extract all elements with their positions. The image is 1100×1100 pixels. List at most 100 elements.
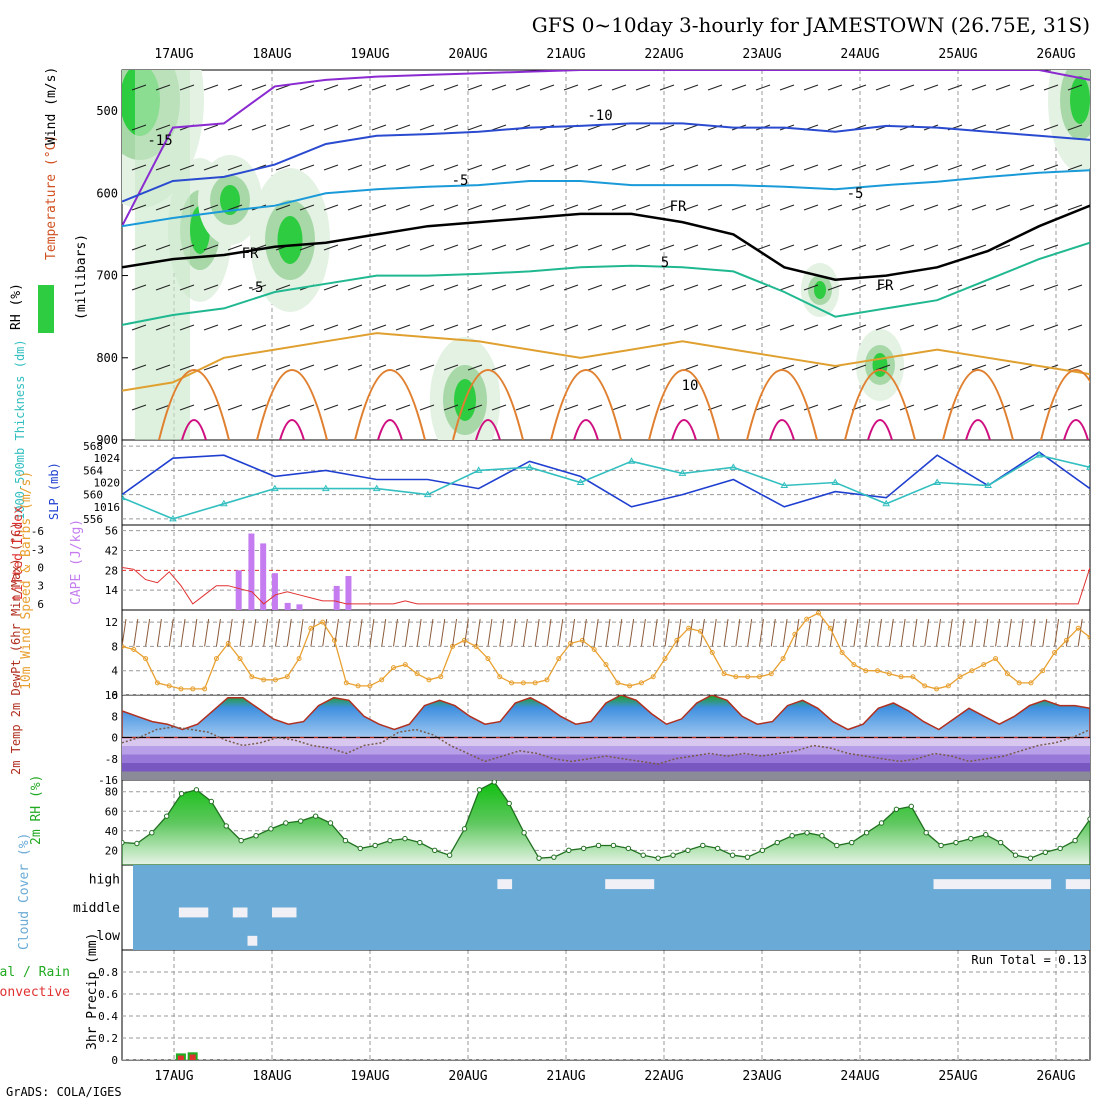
wind-barb <box>731 164 747 171</box>
wind-barb <box>851 204 867 211</box>
wind-barb <box>803 404 819 411</box>
rh2m-point <box>461 826 468 832</box>
wind-barb <box>1030 619 1036 647</box>
wind-barb <box>947 164 963 171</box>
wind-barb <box>215 619 221 647</box>
wind-barb <box>995 324 1011 331</box>
rh2m-point <box>997 839 1004 846</box>
wind-barb <box>1067 324 1083 331</box>
hot-contour <box>475 419 501 440</box>
wind-point <box>993 656 999 662</box>
wind-barb <box>563 364 579 371</box>
wind-barb <box>371 164 387 171</box>
wind-point <box>1087 634 1090 640</box>
wind-barb <box>803 324 819 331</box>
wind-barb <box>179 404 195 411</box>
dewpt-line <box>122 726 1090 765</box>
wind-barb <box>659 404 675 411</box>
wind-barb <box>491 124 507 131</box>
wind-barb <box>611 284 627 291</box>
wind-barb <box>635 284 651 291</box>
wind-barb <box>899 324 915 331</box>
wind-barb <box>947 619 953 647</box>
wind-barb <box>731 244 747 251</box>
wind-barb <box>203 244 219 251</box>
wind-barb <box>731 364 747 371</box>
rh2m-point <box>625 845 632 852</box>
wind-barb <box>155 324 171 331</box>
wind-barb <box>707 84 723 91</box>
wind-barb <box>923 84 939 91</box>
wind-barb <box>395 404 411 411</box>
wind-barb <box>947 204 963 211</box>
wind-barb <box>587 404 603 411</box>
rh2m-point <box>178 790 185 797</box>
rh-shade-core <box>814 281 826 299</box>
run-total-label: Run Total = 0.13 <box>971 953 1087 967</box>
rh2m-point <box>953 839 959 846</box>
wind-barb <box>395 284 411 291</box>
wind-barb <box>203 404 219 411</box>
ylabel-rain-partial: tal / Rain <box>0 965 70 980</box>
cape-bar <box>260 543 267 610</box>
wind-barb <box>971 84 987 91</box>
wind-barb <box>419 84 435 91</box>
wind-barb <box>635 164 651 171</box>
wind-barb <box>1067 164 1083 171</box>
wind-barb <box>735 619 741 647</box>
wind-barb <box>587 244 603 251</box>
wind-barb <box>491 284 507 291</box>
bottom-date-label: 25AUG <box>938 1069 977 1084</box>
wind-barb <box>635 364 651 371</box>
hot-contour <box>867 419 893 440</box>
wind-barb <box>593 619 599 647</box>
wind-barb <box>371 404 387 411</box>
wind-barb <box>1067 124 1083 131</box>
wind-barb <box>371 124 387 131</box>
wind-barb <box>443 324 459 331</box>
wind-barb <box>755 84 771 91</box>
wind-barb <box>323 124 339 131</box>
wind-barb <box>923 204 939 211</box>
wind-barb <box>617 619 623 647</box>
wind-barb <box>1019 404 1035 411</box>
ylabel-millibars: (millibars) <box>74 234 89 320</box>
wind-barb <box>443 164 459 171</box>
ylabel-wind10m: 10m Wind Speed & Barbs (m/s) <box>19 471 34 690</box>
wind-barb <box>275 124 291 131</box>
wind-barb <box>155 244 171 251</box>
wind-barb <box>539 164 555 171</box>
wind-barb <box>587 164 603 171</box>
wind-barb <box>683 404 699 411</box>
wind-barb <box>995 619 1001 647</box>
contour-label: -15 <box>147 133 172 149</box>
wind-barb <box>899 84 915 91</box>
warm-contour <box>844 369 916 440</box>
rh2m-point <box>700 842 706 849</box>
wind-barb <box>803 204 819 211</box>
rh2m-point <box>1057 845 1063 852</box>
wind-barb <box>723 619 729 647</box>
wind-barb <box>179 204 195 211</box>
clear-patch <box>178 907 209 918</box>
wind-barb <box>611 244 627 251</box>
wind-barb <box>299 324 315 331</box>
rh-tick-label: 60 <box>105 805 118 818</box>
rh2m-point <box>685 847 691 854</box>
rh2m-point <box>238 837 244 844</box>
wind-barb <box>971 364 987 371</box>
wind-barb <box>659 364 675 371</box>
slp-tick-label: 1016 <box>94 501 121 514</box>
rh2m-point <box>1042 849 1049 855</box>
rh2m-point <box>122 839 125 846</box>
wind-barb <box>179 164 195 171</box>
bottom-date-label: 21AUG <box>546 1069 585 1084</box>
wind-barb <box>227 364 243 371</box>
ylabel-temperature: Temperature (°C) <box>44 135 59 260</box>
wind-barb <box>179 364 195 371</box>
rh2m-point <box>580 845 587 852</box>
wind-barb <box>659 244 675 251</box>
rh2m-plot <box>122 780 1090 865</box>
wind-barb <box>731 204 747 211</box>
